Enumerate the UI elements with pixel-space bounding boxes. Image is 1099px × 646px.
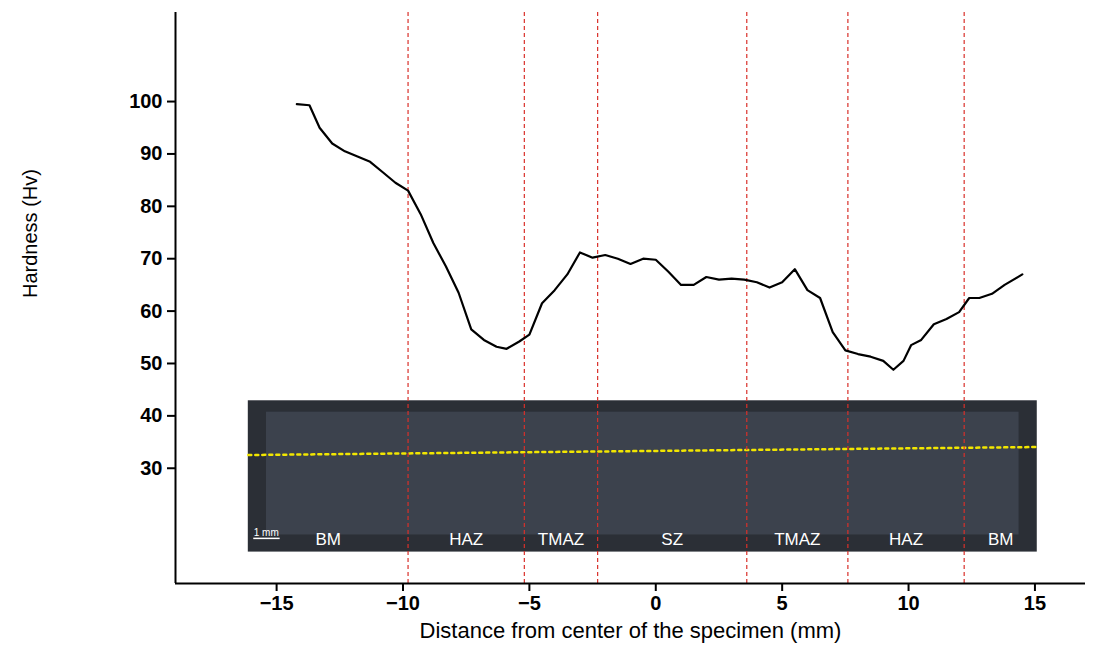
svg-text:100: 100: [129, 90, 162, 112]
svg-text:15: 15: [1024, 592, 1046, 614]
svg-text:60: 60: [140, 299, 162, 321]
svg-text:50: 50: [140, 352, 162, 374]
svg-text:Distance from center of the sp: Distance from center of the specimen (mm…: [420, 618, 842, 643]
svg-text:90: 90: [140, 142, 162, 164]
svg-text:TMAZ: TMAZ: [774, 530, 820, 549]
svg-text:0: 0: [650, 592, 661, 614]
svg-text:BM: BM: [315, 530, 341, 549]
svg-text:70: 70: [140, 247, 162, 269]
svg-text:Hardness (Hv): Hardness (Hv): [19, 169, 41, 298]
svg-text:SZ: SZ: [661, 530, 683, 549]
svg-text:40: 40: [140, 404, 162, 426]
svg-text:HAZ: HAZ: [889, 530, 923, 549]
svg-text:−10: −10: [386, 592, 420, 614]
svg-text:10: 10: [897, 592, 919, 614]
svg-text:5: 5: [777, 592, 788, 614]
svg-text:−5: −5: [518, 592, 541, 614]
svg-text:80: 80: [140, 195, 162, 217]
svg-text:1 mm: 1 mm: [254, 527, 279, 538]
svg-text:30: 30: [140, 457, 162, 479]
svg-text:TMAZ: TMAZ: [538, 530, 584, 549]
svg-text:BM: BM: [988, 530, 1014, 549]
svg-text:HAZ: HAZ: [449, 530, 483, 549]
svg-text:−15: −15: [260, 592, 294, 614]
